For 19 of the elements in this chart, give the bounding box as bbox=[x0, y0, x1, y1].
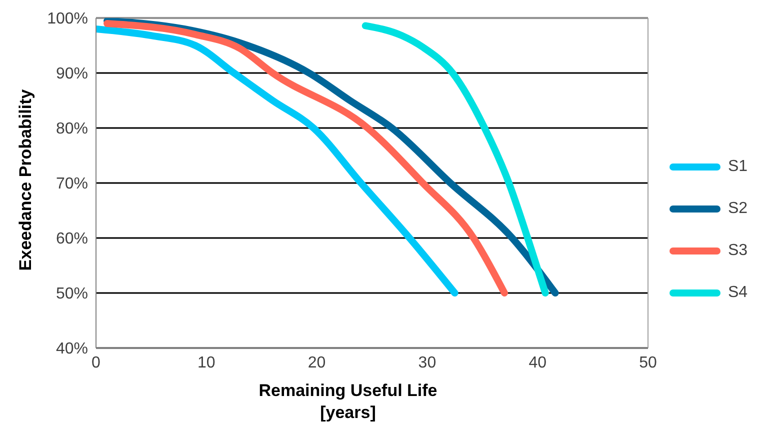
y-tick-label: 40% bbox=[56, 340, 88, 358]
y-tick-label: 90% bbox=[56, 66, 88, 83]
legend-label: S3 bbox=[728, 242, 748, 260]
y-tick-label: 70% bbox=[56, 176, 88, 193]
x-tick-label: 30 bbox=[418, 354, 436, 372]
y-tick-label: 80% bbox=[56, 120, 88, 138]
x-tick-label: 10 bbox=[198, 354, 216, 372]
x-tick-label: 50 bbox=[639, 354, 657, 372]
x-tick-label: 40 bbox=[528, 354, 547, 372]
y-tick-label: 60% bbox=[56, 230, 88, 248]
y-axis-title: Exeedance Probability bbox=[16, 88, 36, 273]
legend-label: S2 bbox=[728, 200, 748, 218]
legend-label: S4 bbox=[728, 284, 748, 302]
y-tick-label: 100% bbox=[47, 10, 88, 28]
legend-label: S1 bbox=[728, 158, 748, 176]
y-tick-label: 50% bbox=[56, 286, 88, 303]
x-tick-label: 20 bbox=[308, 354, 326, 372]
x-axis-title: Remaining Useful Life [years] bbox=[258, 380, 438, 424]
x-tick-label: 0 bbox=[92, 354, 101, 372]
